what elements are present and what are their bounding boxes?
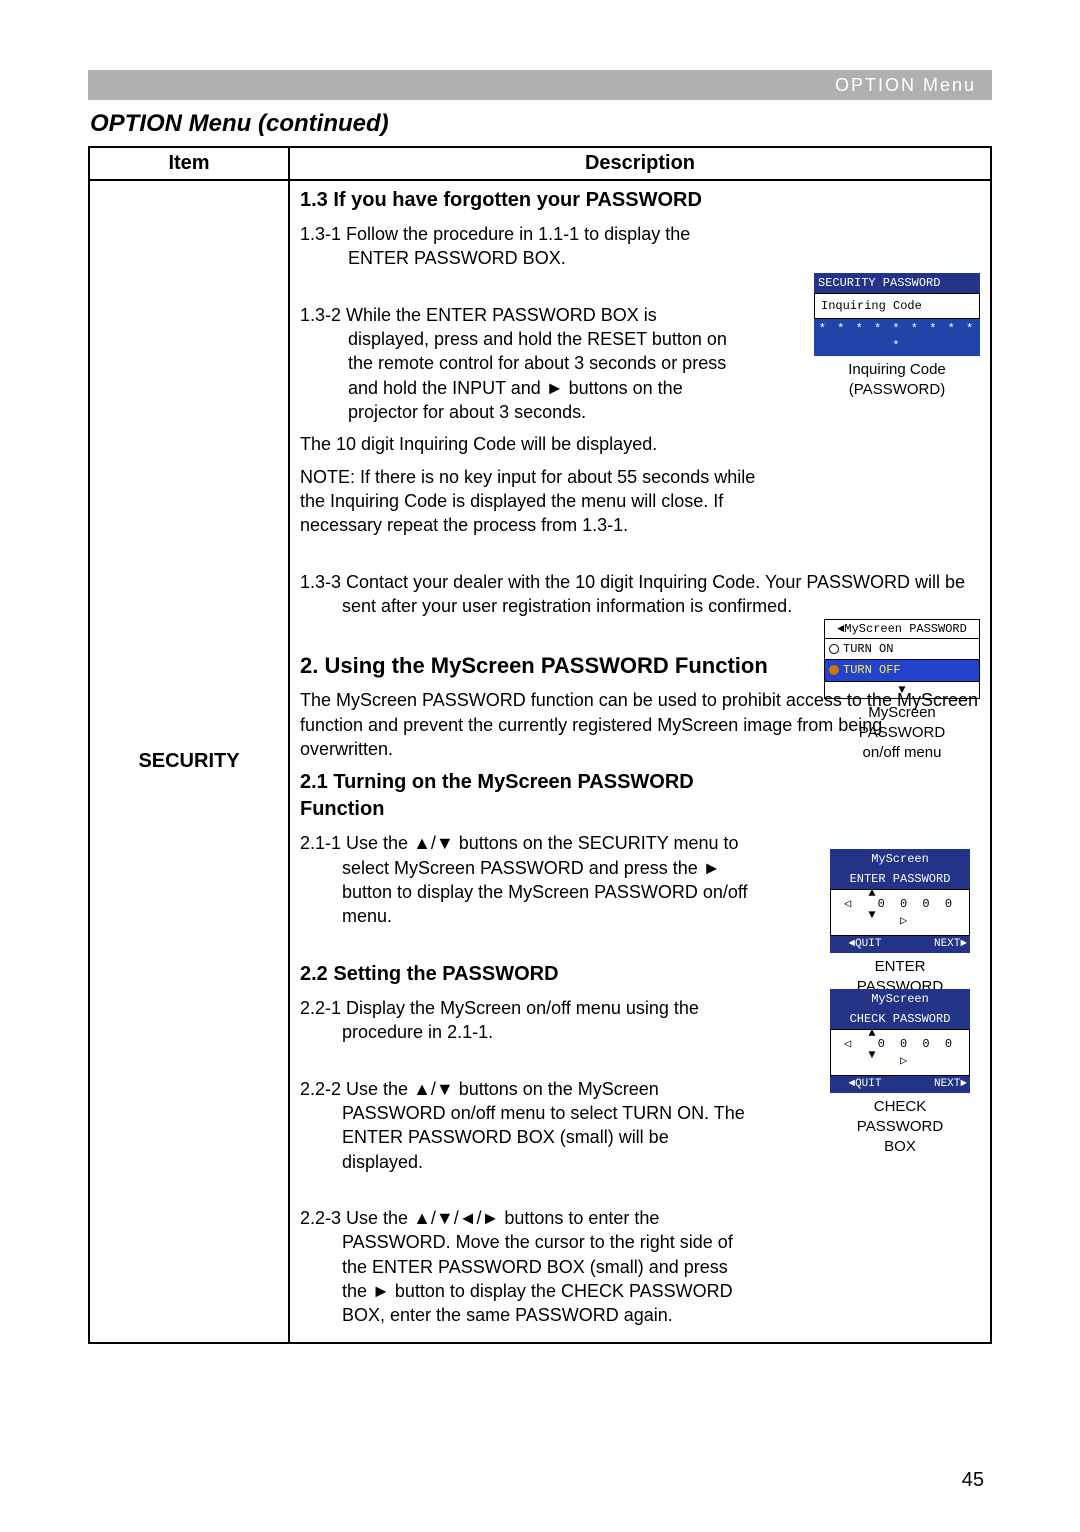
- description-cell: 1.3 If you have forgotten your PASSWORD …: [289, 180, 991, 1343]
- ui-secpwd-caption1: Inquiring Code: [814, 360, 980, 380]
- text-2-2-1: 2.2-1 Display the MyScreen on/off menu u…: [300, 996, 760, 1045]
- heading-2-1: 2.1 Turning on the MyScreen PASSWORD Fun…: [300, 769, 760, 823]
- ui-enter-digits: ◁ ▲ ▼ 0 0 0 0 ▷: [830, 889, 970, 935]
- ui-onoff-head: ◄MyScreen PASSWORD: [824, 619, 980, 639]
- ui-check-digits: ◁ ▲ ▼ 0 0 0 0 ▷: [830, 1029, 970, 1075]
- ui-secpwd-caption2: (PASSWORD): [814, 380, 980, 400]
- ui-onoff-caption1: MyScreen PASSWORD: [824, 703, 980, 744]
- ui-check-caption2: BOX: [830, 1137, 970, 1157]
- item-security: SECURITY: [89, 180, 289, 1343]
- option-table: Item Description SECURITY 1.3 If you hav…: [88, 146, 992, 1344]
- ui-secpwd-title: SECURITY PASSWORD: [814, 273, 980, 293]
- ui-check-password-box: MyScreen CHECK PASSWORD ◁ ▲ ▼ 0 0 0 0 ▷ …: [830, 989, 970, 1157]
- ui-check-head2: CHECK PASSWORD: [830, 1009, 970, 1029]
- text-2-1-1: 2.1-1 Use the ▲/▼ buttons on the SECURIT…: [300, 831, 750, 928]
- ui-enter-head2: ENTER PASSWORD: [830, 869, 970, 889]
- section-title: OPTION Menu (continued): [90, 110, 992, 138]
- ui-enter-next: NEXT►: [900, 936, 970, 953]
- ui-onoff-off: TURN OFF: [824, 660, 980, 681]
- col-header-desc: Description: [289, 147, 991, 180]
- header-tab: OPTION Menu: [88, 70, 992, 100]
- text-1-3-2c: The 10 digit Inquiring Code will be disp…: [300, 432, 760, 456]
- ui-onoff-off-label: TURN OFF: [843, 663, 901, 677]
- ui-onoff-on: TURN ON: [824, 639, 980, 660]
- text-1-3-1b: ENTER PASSWORD BOX.: [300, 246, 980, 270]
- ui-myscreen-onoff: ◄MyScreen PASSWORD TURN ON TURN OFF ▼ My…: [824, 619, 980, 764]
- text-1-3-1a: 1.3-1 Follow the procedure in 1.1-1 to d…: [300, 222, 980, 246]
- ui-onoff-on-label: TURN ON: [843, 642, 893, 656]
- ui-secpwd-code: * * * * * * * * * *: [814, 319, 980, 355]
- text-2-2-3: 2.2-3 Use the ▲/▼/◄/► buttons to enter t…: [300, 1206, 750, 1327]
- ui-check-digits-val: 0 0 0 0: [878, 1037, 956, 1051]
- ui-check-quit: ◄QUIT: [830, 1076, 900, 1093]
- text-1-3-2d: NOTE: If there is no key input for about…: [300, 465, 760, 538]
- ui-onoff-arrow: ▼: [824, 682, 980, 699]
- text-1-3-3: 1.3-3 Contact your dealer with the 10 di…: [300, 570, 980, 619]
- ui-check-caption1: CHECK PASSWORD: [830, 1097, 970, 1138]
- col-header-item: Item: [89, 147, 289, 180]
- ui-check-next: NEXT►: [900, 1076, 970, 1093]
- page-number: 45: [962, 1469, 984, 1492]
- ui-enter-quit: ◄QUIT: [830, 936, 900, 953]
- ui-check-head1: MyScreen: [830, 989, 970, 1009]
- ui-security-password: SECURITY PASSWORD Inquiring Code * * * *…: [814, 273, 980, 400]
- text-1-3-2b: displayed, press and hold the RESET butt…: [300, 327, 740, 424]
- text-2-2-2: 2.2-2 Use the ▲/▼ buttons on the MyScree…: [300, 1077, 750, 1174]
- ui-onoff-caption2: on/off menu: [824, 743, 980, 763]
- ui-enter-head1: MyScreen: [830, 849, 970, 869]
- heading-1-3: 1.3 If you have forgotten your PASSWORD: [300, 187, 980, 214]
- ui-secpwd-label: Inquiring Code: [821, 298, 973, 314]
- ui-enter-digits-val: 0 0 0 0: [878, 897, 956, 911]
- text-1-3-2a: 1.3-2 While the ENTER PASSWORD BOX is: [300, 303, 740, 327]
